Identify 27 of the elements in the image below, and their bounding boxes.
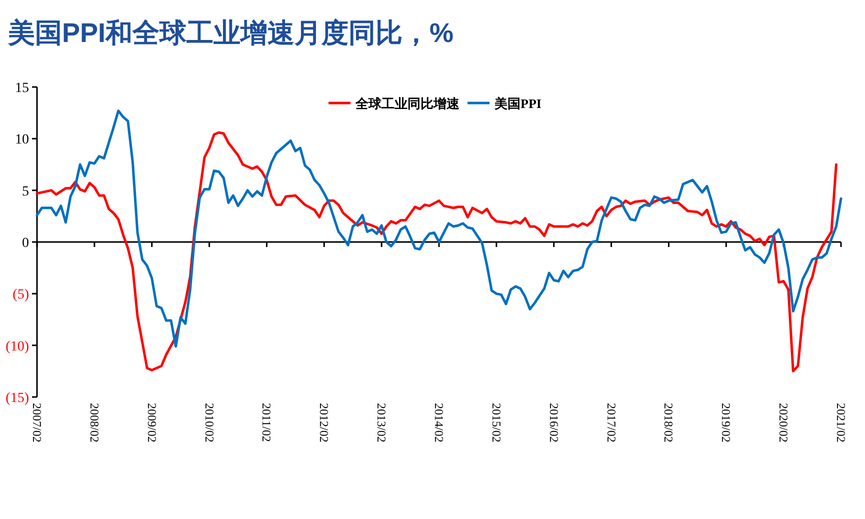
x-tick-label: 2010/02 <box>202 403 216 442</box>
y-tick-label: 10 <box>15 132 29 148</box>
y-tick-label: (5) <box>12 288 30 303</box>
y-tick-label: 15 <box>15 81 29 96</box>
x-tick-label: 2009/02 <box>144 403 159 442</box>
line-series <box>36 131 838 372</box>
line-series <box>36 110 842 348</box>
y-tick-label: (15) <box>6 391 30 406</box>
y-tick-label: (10) <box>6 339 30 354</box>
x-tick-label: 2015/02 <box>489 403 504 442</box>
x-tick-label: 2012/02 <box>317 403 332 442</box>
x-tick-label: 2018/02 <box>662 403 676 442</box>
x-tick-label: 2007/02 <box>30 403 44 442</box>
x-tick-label: 2019/02 <box>719 403 734 442</box>
x-tick-label: 2017/02 <box>604 403 618 442</box>
x-tick-label: 2013/02 <box>374 403 389 442</box>
x-tick-label: 2014/02 <box>432 403 446 442</box>
y-tick-label: 5 <box>22 184 29 200</box>
x-tick-label: 2008/02 <box>87 403 102 442</box>
legend-label: 美国PPI <box>494 96 542 111</box>
x-tick-label: 2020/02 <box>776 403 791 442</box>
y-tick-label: 0 <box>22 236 29 251</box>
x-tick-label: 2021/02 <box>834 403 848 442</box>
legend-label: 全球工业同比增速 <box>354 96 461 111</box>
x-tick-label: 2016/02 <box>546 403 561 442</box>
x-tick-label: 2011/02 <box>260 403 274 442</box>
chart-title: 美国PPI和全球工业增速月度同比，% <box>7 18 454 48</box>
